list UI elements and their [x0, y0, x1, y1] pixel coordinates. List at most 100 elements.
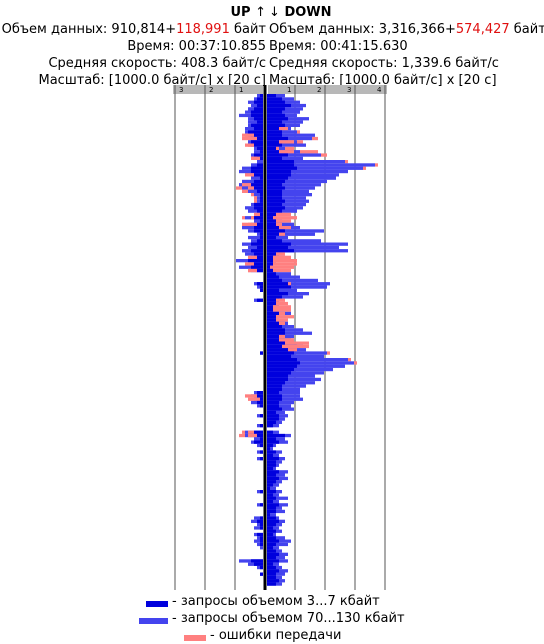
up-small-bar	[257, 400, 263, 405]
up-small-bar	[254, 430, 263, 434]
down-small-bar	[267, 117, 288, 121]
down-error-bar	[300, 150, 318, 154]
down-small-bar	[267, 457, 279, 461]
up-small-bar	[260, 414, 263, 418]
down-volume-label: Объем данных:	[269, 22, 379, 37]
up-small-bar	[257, 189, 263, 193]
down-small-bar	[267, 407, 282, 411]
down-small-bar	[267, 202, 282, 207]
down-large-bar	[267, 295, 303, 299]
down-small-bar	[267, 288, 279, 292]
up-small-bar	[254, 252, 263, 256]
down-small-bar	[267, 569, 279, 573]
down-error-bar	[279, 338, 294, 342]
up-small-bar	[251, 559, 263, 563]
down-small-bar	[267, 433, 285, 438]
down-small-bar	[267, 364, 297, 368]
down-large-bar	[267, 354, 324, 358]
down-error-bar	[282, 212, 285, 217]
down-ruler	[268, 85, 387, 94]
down-small-bar	[267, 334, 279, 339]
down-small-bar	[267, 278, 282, 283]
up-small-bar	[260, 199, 263, 203]
down-error-bar	[348, 358, 351, 362]
down-tick-label: 1	[287, 86, 291, 94]
down-small-bar	[267, 394, 282, 398]
up-error-bar	[254, 196, 257, 200]
down-small-bar	[267, 239, 282, 243]
down-small-bar	[267, 361, 300, 365]
down-small-bar	[267, 453, 273, 457]
down-small-bar	[267, 305, 273, 309]
down-volume: Объем данных: 3,316,366+574,427 байт	[269, 21, 544, 38]
center-axis	[263, 85, 267, 590]
down-small-bar	[267, 249, 294, 253]
down-small-bar	[267, 140, 279, 144]
up-small-bar	[257, 239, 263, 243]
up-small-bar	[260, 397, 263, 401]
down-large-bar	[267, 288, 297, 292]
up-small-bar	[254, 133, 263, 137]
down-large-bar	[267, 486, 276, 490]
down-avg-speed: Средняя скорость: 1,339.6 байт/с	[269, 56, 499, 71]
down-large-bar	[267, 374, 315, 378]
up-error-bar	[254, 199, 257, 203]
up-small-bar	[254, 229, 263, 233]
up-small-bar	[254, 206, 263, 210]
up-small-bar	[257, 532, 263, 537]
down-large-bar	[267, 153, 321, 157]
up-error-bar	[248, 222, 257, 226]
up-small-bar	[260, 288, 263, 292]
down-error-bar	[297, 140, 303, 144]
down-small-bar	[267, 166, 297, 170]
down-small-bar	[267, 127, 279, 131]
up-small-bar	[257, 282, 263, 286]
down-small-bar	[267, 255, 273, 259]
down-small-bar	[267, 179, 285, 184]
down-error-bar	[279, 226, 291, 230]
up-small-bar	[254, 226, 263, 230]
up-small-bar	[257, 433, 263, 438]
down-small-bar	[267, 565, 276, 570]
down-small-bar	[267, 160, 294, 164]
down-small-bar	[267, 562, 273, 566]
down-small-bar	[267, 173, 291, 177]
down-small-bar	[267, 384, 282, 388]
up-small-bar	[254, 440, 263, 444]
down-small-bar	[267, 292, 288, 296]
down-tick-label: 2	[317, 86, 321, 94]
down-small-bar	[267, 539, 279, 543]
up-large-bar	[254, 539, 263, 543]
down-small-bar	[267, 397, 282, 401]
up-small-bar	[260, 572, 263, 576]
down-error-bar	[276, 146, 279, 151]
down-large-bar	[267, 285, 327, 289]
up-title-text: UP	[230, 5, 251, 20]
up-large-bar	[257, 160, 263, 164]
down-error-bar	[279, 232, 285, 236]
down-small-bar	[267, 325, 282, 329]
down-large-bar	[267, 179, 327, 184]
up-small-bar	[260, 235, 263, 240]
down-small-bar	[267, 311, 279, 316]
up-small-bar	[251, 140, 263, 144]
down-small-bar	[267, 483, 273, 487]
down-small-bar	[267, 206, 285, 210]
up-error-bar	[248, 186, 254, 190]
up-small-bar	[260, 536, 263, 540]
up-small-bar	[260, 565, 263, 570]
down-small-bar	[267, 473, 276, 477]
down-small-bar	[267, 301, 276, 306]
down-small-bar	[267, 315, 276, 319]
down-small-bar	[267, 519, 279, 523]
up-error-bar	[245, 133, 248, 137]
down-small-bar	[267, 156, 282, 160]
down-large-bar	[267, 381, 315, 385]
down-small-bar	[267, 298, 276, 302]
down-small-bar	[267, 470, 279, 474]
up-small-bar	[254, 153, 263, 157]
down-large-bar	[267, 242, 348, 246]
down-large-bar	[267, 351, 327, 355]
down-error-bar	[276, 315, 294, 319]
down-small-bar	[267, 328, 285, 332]
